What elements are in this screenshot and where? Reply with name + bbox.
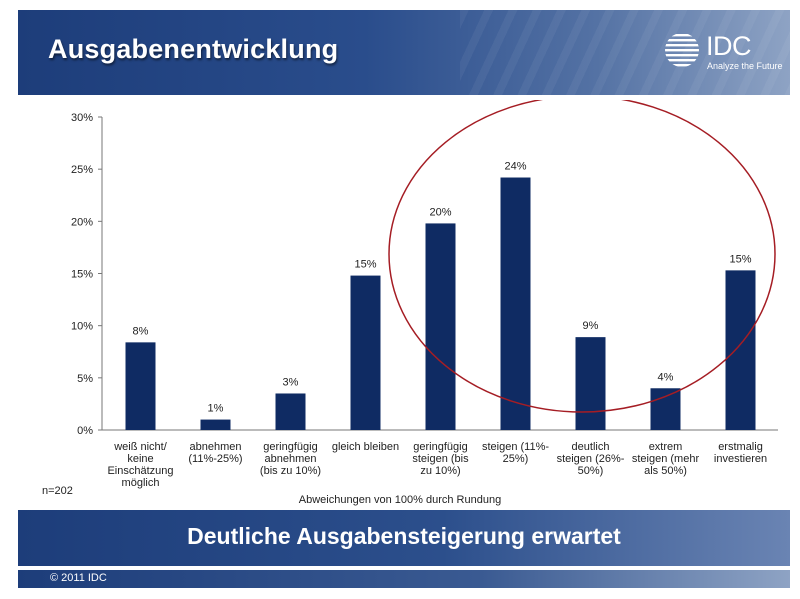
category-label: erstmalig investieren xyxy=(714,441,767,465)
bar xyxy=(726,270,756,430)
category-label: weiß nicht/keine Einschätzung möglich xyxy=(107,441,173,489)
bar xyxy=(126,342,156,430)
rounding-note: Abweichungen von 100% durch Rundung xyxy=(0,494,800,506)
data-label: 9% xyxy=(583,320,599,332)
bar xyxy=(501,178,531,430)
bar xyxy=(651,388,681,430)
copyright-text: © 2011 IDC xyxy=(50,572,107,584)
y-tick-label: 5% xyxy=(77,373,93,385)
conclusion-banner: Deutliche Ausgabensteigerung erwartet xyxy=(18,510,790,566)
category-label: gleich bleiben xyxy=(332,441,399,453)
y-tick-label: 25% xyxy=(71,164,93,176)
data-label: 24% xyxy=(504,161,526,173)
data-label: 20% xyxy=(429,206,451,218)
bar xyxy=(201,420,231,430)
y-tick-label: 20% xyxy=(71,216,93,228)
data-label: 3% xyxy=(283,376,299,388)
y-tick-label: 0% xyxy=(77,425,93,437)
y-tick-label: 30% xyxy=(71,112,93,124)
category-label: deutlich steigen (26%-50%) xyxy=(557,441,625,477)
idc-logo-text: IDC xyxy=(706,31,751,62)
data-label: 15% xyxy=(354,259,376,271)
bar xyxy=(351,276,381,430)
idc-globe-icon xyxy=(662,30,702,70)
conclusion-text: Deutliche Ausgabensteigerung erwartet xyxy=(18,523,790,550)
category-label: geringfügig steigen (bis zu 10%) xyxy=(412,441,469,477)
y-tick-label: 10% xyxy=(71,321,93,333)
page-title: Ausgabenentwicklung xyxy=(48,34,338,65)
idc-tagline: Analyze the Future xyxy=(707,61,783,71)
data-label: 8% xyxy=(133,325,149,337)
category-label: steigen (11%-25%) xyxy=(482,441,549,465)
bar-chart: 0% 5% 10% 15% 20% 25% 30% 8% weiß nicht/keine Ein… xyxy=(0,100,800,490)
category-label: abnehmen (11%-25%) xyxy=(188,441,242,465)
data-label: 1% xyxy=(208,403,224,415)
category-label: geringfügig abnehmen (bis zu 10%) xyxy=(260,441,321,477)
bar xyxy=(426,223,456,430)
bar xyxy=(276,393,306,430)
bar xyxy=(576,337,606,430)
footer-bar: © 2011 IDC xyxy=(18,570,790,588)
data-label: 15% xyxy=(729,253,751,265)
category-label: extrem steigen (mehr als 50%) xyxy=(632,441,700,477)
y-tick-label: 15% xyxy=(71,269,93,281)
data-label: 4% xyxy=(658,371,674,383)
